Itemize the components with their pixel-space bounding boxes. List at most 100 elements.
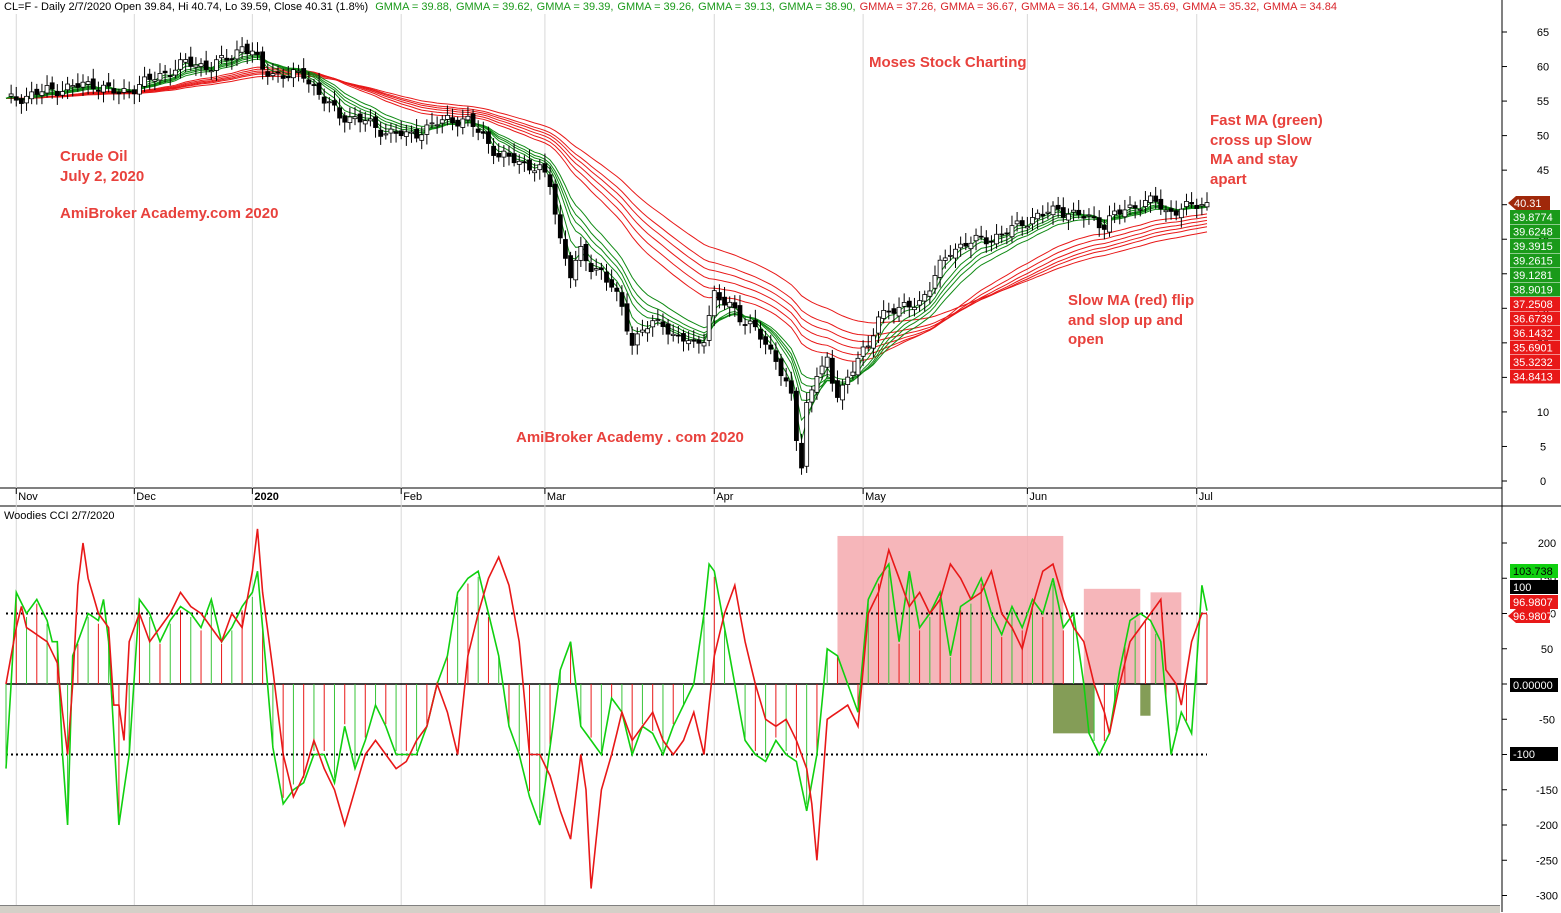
candle-down bbox=[583, 243, 589, 262]
candle-up bbox=[706, 315, 712, 341]
candle-down bbox=[1004, 232, 1010, 235]
candle-down bbox=[511, 153, 517, 164]
candle-down bbox=[773, 350, 779, 362]
candle-up bbox=[1030, 217, 1035, 225]
gmma-value: GMMA = 35.32, bbox=[1182, 1, 1260, 13]
price-badge: 39.6248 bbox=[1510, 224, 1560, 239]
candle-up bbox=[152, 79, 158, 82]
candle-up bbox=[968, 242, 974, 250]
price-badge: 39.8774 bbox=[1510, 210, 1560, 224]
price-y-tick-label: 60 bbox=[1537, 62, 1549, 74]
candle-up bbox=[1204, 202, 1210, 208]
candle-up bbox=[1009, 225, 1015, 238]
cci-badge-label: 0.00000 bbox=[1513, 680, 1553, 692]
candle-down bbox=[90, 78, 96, 90]
candle-up bbox=[1137, 208, 1143, 211]
candle-up bbox=[352, 116, 358, 120]
candle-down bbox=[311, 84, 317, 86]
cci-value-badge: 100 bbox=[1510, 580, 1558, 594]
candle-up bbox=[157, 73, 163, 81]
gmma-value: GMMA = 36.67, bbox=[940, 1, 1018, 13]
candle-up bbox=[214, 59, 219, 71]
candle-up bbox=[439, 119, 445, 124]
candle-down bbox=[563, 239, 568, 259]
candle-up bbox=[927, 290, 933, 297]
candle-down bbox=[799, 442, 804, 469]
cci-badge-shape bbox=[1508, 609, 1550, 623]
x-tick-label: Jul bbox=[1199, 491, 1213, 503]
candle-down bbox=[588, 263, 594, 273]
price-y-tick-label: 50 bbox=[1537, 131, 1549, 143]
candle-down bbox=[491, 145, 496, 156]
candle-up bbox=[1184, 201, 1189, 207]
candle-up bbox=[593, 268, 599, 271]
candle-down bbox=[1091, 216, 1097, 219]
slow-gmma-line bbox=[5, 68, 1208, 356]
candle-up bbox=[804, 402, 810, 467]
candle-down bbox=[1132, 205, 1138, 209]
candle-down bbox=[224, 57, 230, 61]
candle-down bbox=[275, 71, 281, 74]
candle-up bbox=[855, 357, 861, 376]
candle-down bbox=[660, 321, 666, 327]
candle-up bbox=[60, 91, 65, 96]
candle-up bbox=[845, 376, 851, 385]
candle-down bbox=[373, 116, 378, 128]
candle-up bbox=[501, 150, 507, 158]
price-y-tick-label: 5 bbox=[1540, 441, 1546, 453]
candle-up bbox=[701, 342, 707, 347]
candle-up bbox=[516, 160, 522, 165]
candle-up bbox=[947, 254, 953, 257]
x-tick-label: 2020 bbox=[254, 491, 278, 503]
candle-down bbox=[521, 161, 527, 164]
candle-down bbox=[1019, 220, 1025, 226]
candle-down bbox=[116, 91, 122, 95]
slow-gmma-line bbox=[5, 75, 1208, 324]
cci-y-tick-label: -50 bbox=[1539, 714, 1555, 726]
slow-ma-annotation: Slow MA (red) flip and slop up and open bbox=[1068, 292, 1195, 348]
candle-down bbox=[983, 237, 989, 245]
candle-down bbox=[342, 115, 348, 123]
candle-down bbox=[614, 287, 620, 292]
cci-badge-label: 96.9807 bbox=[1513, 597, 1553, 609]
candle-up bbox=[578, 246, 584, 261]
candle-up bbox=[850, 371, 856, 376]
candle-down bbox=[393, 131, 399, 134]
candle-down bbox=[1076, 209, 1082, 215]
candle-up bbox=[460, 118, 466, 128]
price-badge-shape bbox=[1510, 268, 1560, 282]
candle-up bbox=[573, 259, 579, 281]
sheet-tab-bar[interactable] bbox=[0, 905, 1500, 913]
cci-y-tick-label: -200 bbox=[1536, 820, 1558, 832]
candle-up bbox=[711, 290, 717, 317]
candle-down bbox=[1055, 204, 1061, 210]
x-tick-label: Feb bbox=[403, 491, 422, 503]
candle-down bbox=[75, 83, 81, 88]
candle-down bbox=[609, 279, 615, 288]
candle-down bbox=[886, 310, 892, 313]
candle-down bbox=[696, 339, 702, 344]
candle-down bbox=[188, 56, 194, 67]
candle-up bbox=[8, 93, 14, 97]
price-badge: 35.3232 bbox=[1510, 355, 1560, 369]
candle-up bbox=[1122, 209, 1128, 218]
fast-gmma-line bbox=[5, 52, 1208, 422]
candle-up bbox=[640, 329, 645, 333]
candle-down bbox=[255, 51, 260, 55]
cci-y-tick-label: 50 bbox=[1541, 644, 1553, 656]
candle-up bbox=[1035, 212, 1041, 220]
price-badge: 40.31 bbox=[1508, 196, 1550, 210]
candle-down bbox=[737, 305, 743, 323]
fast-gmma-line bbox=[5, 55, 1208, 394]
candle-down bbox=[106, 82, 112, 87]
candle-up bbox=[747, 320, 753, 325]
candle-up bbox=[239, 46, 245, 53]
cci-value-badge: 96.9807 bbox=[1510, 595, 1558, 609]
chart-header: CL=F - Daily 2/7/2020 Open 39.84, Hi 40.… bbox=[4, 1, 1337, 13]
candle-down bbox=[788, 380, 794, 394]
candle-down bbox=[527, 159, 532, 171]
price-badge-shape bbox=[1510, 239, 1560, 253]
candle-up bbox=[953, 248, 958, 259]
price-badge-shape bbox=[1510, 355, 1560, 369]
candle-up bbox=[409, 131, 414, 134]
